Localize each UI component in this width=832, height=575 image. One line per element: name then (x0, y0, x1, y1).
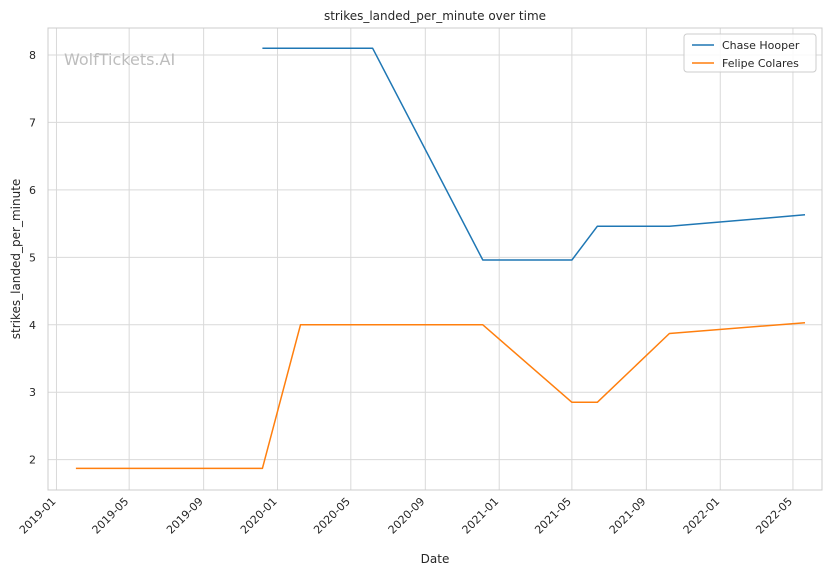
y-tick-label: 7 (29, 116, 36, 129)
series-line (75, 321, 806, 470)
y-tick-label: 3 (29, 386, 36, 399)
y-tick-label: 5 (29, 251, 36, 264)
y-tick-label: 6 (29, 184, 36, 197)
legend-entry-label: Chase Hooper (722, 39, 800, 52)
y-axis-ticks: 2 3 4 5 6 7 8 (29, 49, 36, 467)
y-axis-label: strikes_landed_per_minute (9, 179, 23, 340)
legend: Chase Hooper Felipe Colares (683, 33, 817, 73)
plot-area-frame (47, 27, 823, 491)
series-line (262, 47, 806, 261)
y-tick-label: 8 (29, 49, 36, 62)
y-tick-label: 2 (29, 454, 36, 467)
legend-box (683, 33, 817, 73)
watermark: WolfTickets.AI (64, 50, 175, 69)
chart-title: strikes_landed_per_minute over time (324, 9, 546, 23)
y-tick-label: 4 (29, 319, 36, 332)
x-axis-label: Date (421, 552, 450, 566)
series (75, 47, 806, 470)
legend-entry-label: Felipe Colares (722, 57, 799, 70)
